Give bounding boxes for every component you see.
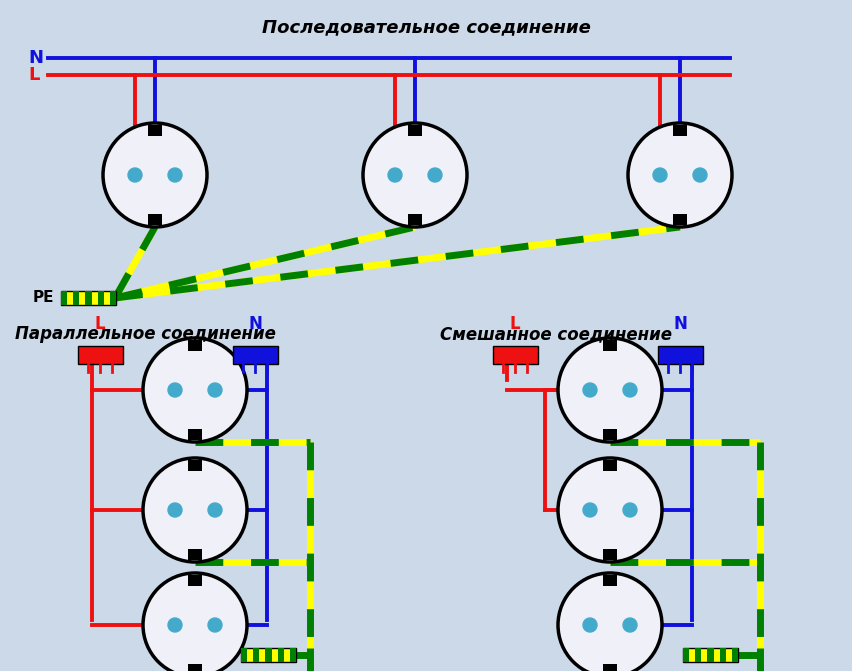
Text: PE: PE bbox=[33, 291, 55, 305]
Circle shape bbox=[558, 573, 662, 671]
Text: L: L bbox=[509, 315, 521, 333]
Bar bbox=[290, 648, 296, 662]
Circle shape bbox=[628, 123, 732, 227]
Circle shape bbox=[128, 168, 142, 182]
Bar bbox=[603, 340, 617, 351]
Bar bbox=[707, 648, 714, 662]
Circle shape bbox=[623, 618, 637, 632]
Bar bbox=[61, 291, 67, 305]
Bar bbox=[683, 648, 738, 662]
Circle shape bbox=[168, 618, 182, 632]
Circle shape bbox=[583, 503, 597, 517]
Bar bbox=[241, 648, 247, 662]
Circle shape bbox=[623, 383, 637, 397]
Bar bbox=[720, 648, 726, 662]
Bar bbox=[188, 340, 202, 351]
Circle shape bbox=[428, 168, 442, 182]
Bar bbox=[408, 125, 422, 136]
Circle shape bbox=[168, 168, 182, 182]
Bar bbox=[188, 549, 202, 560]
Bar bbox=[603, 429, 617, 440]
Circle shape bbox=[693, 168, 707, 182]
Circle shape bbox=[103, 123, 207, 227]
Circle shape bbox=[363, 123, 467, 227]
Circle shape bbox=[623, 503, 637, 517]
Circle shape bbox=[558, 338, 662, 442]
Bar bbox=[683, 648, 689, 662]
Bar bbox=[241, 648, 296, 662]
Bar bbox=[73, 291, 79, 305]
Circle shape bbox=[208, 383, 222, 397]
Bar bbox=[603, 664, 617, 671]
Text: N: N bbox=[673, 315, 687, 333]
Bar bbox=[110, 291, 116, 305]
Bar bbox=[61, 291, 116, 305]
Text: N: N bbox=[28, 49, 43, 67]
Circle shape bbox=[143, 458, 247, 562]
Bar bbox=[233, 346, 278, 364]
Text: Последовательное соединение: Последовательное соединение bbox=[262, 18, 590, 36]
Bar bbox=[695, 648, 701, 662]
Circle shape bbox=[143, 573, 247, 671]
Circle shape bbox=[168, 503, 182, 517]
Text: L: L bbox=[95, 315, 106, 333]
Bar bbox=[603, 460, 617, 471]
Bar bbox=[266, 648, 272, 662]
Bar bbox=[603, 549, 617, 560]
Bar bbox=[148, 125, 162, 136]
Bar bbox=[188, 575, 202, 586]
Circle shape bbox=[583, 618, 597, 632]
Bar bbox=[253, 648, 259, 662]
Circle shape bbox=[388, 168, 402, 182]
Text: N: N bbox=[248, 315, 262, 333]
Circle shape bbox=[558, 458, 662, 562]
Bar bbox=[85, 291, 91, 305]
Circle shape bbox=[168, 383, 182, 397]
Bar bbox=[148, 214, 162, 225]
Circle shape bbox=[583, 383, 597, 397]
Text: Параллельное соединение: Параллельное соединение bbox=[15, 325, 276, 343]
Bar bbox=[188, 460, 202, 471]
Bar bbox=[188, 664, 202, 671]
Bar bbox=[603, 575, 617, 586]
Bar bbox=[673, 125, 687, 136]
Circle shape bbox=[653, 168, 667, 182]
Bar bbox=[673, 214, 687, 225]
Bar bbox=[98, 291, 104, 305]
Bar bbox=[78, 346, 123, 364]
Bar bbox=[278, 648, 284, 662]
Circle shape bbox=[143, 338, 247, 442]
Circle shape bbox=[208, 503, 222, 517]
Circle shape bbox=[208, 618, 222, 632]
Bar bbox=[658, 346, 703, 364]
Bar bbox=[493, 346, 538, 364]
Text: L: L bbox=[28, 66, 39, 84]
Bar bbox=[408, 214, 422, 225]
Bar bbox=[188, 429, 202, 440]
Bar bbox=[732, 648, 738, 662]
Text: Смешанное соединение: Смешанное соединение bbox=[440, 325, 672, 343]
